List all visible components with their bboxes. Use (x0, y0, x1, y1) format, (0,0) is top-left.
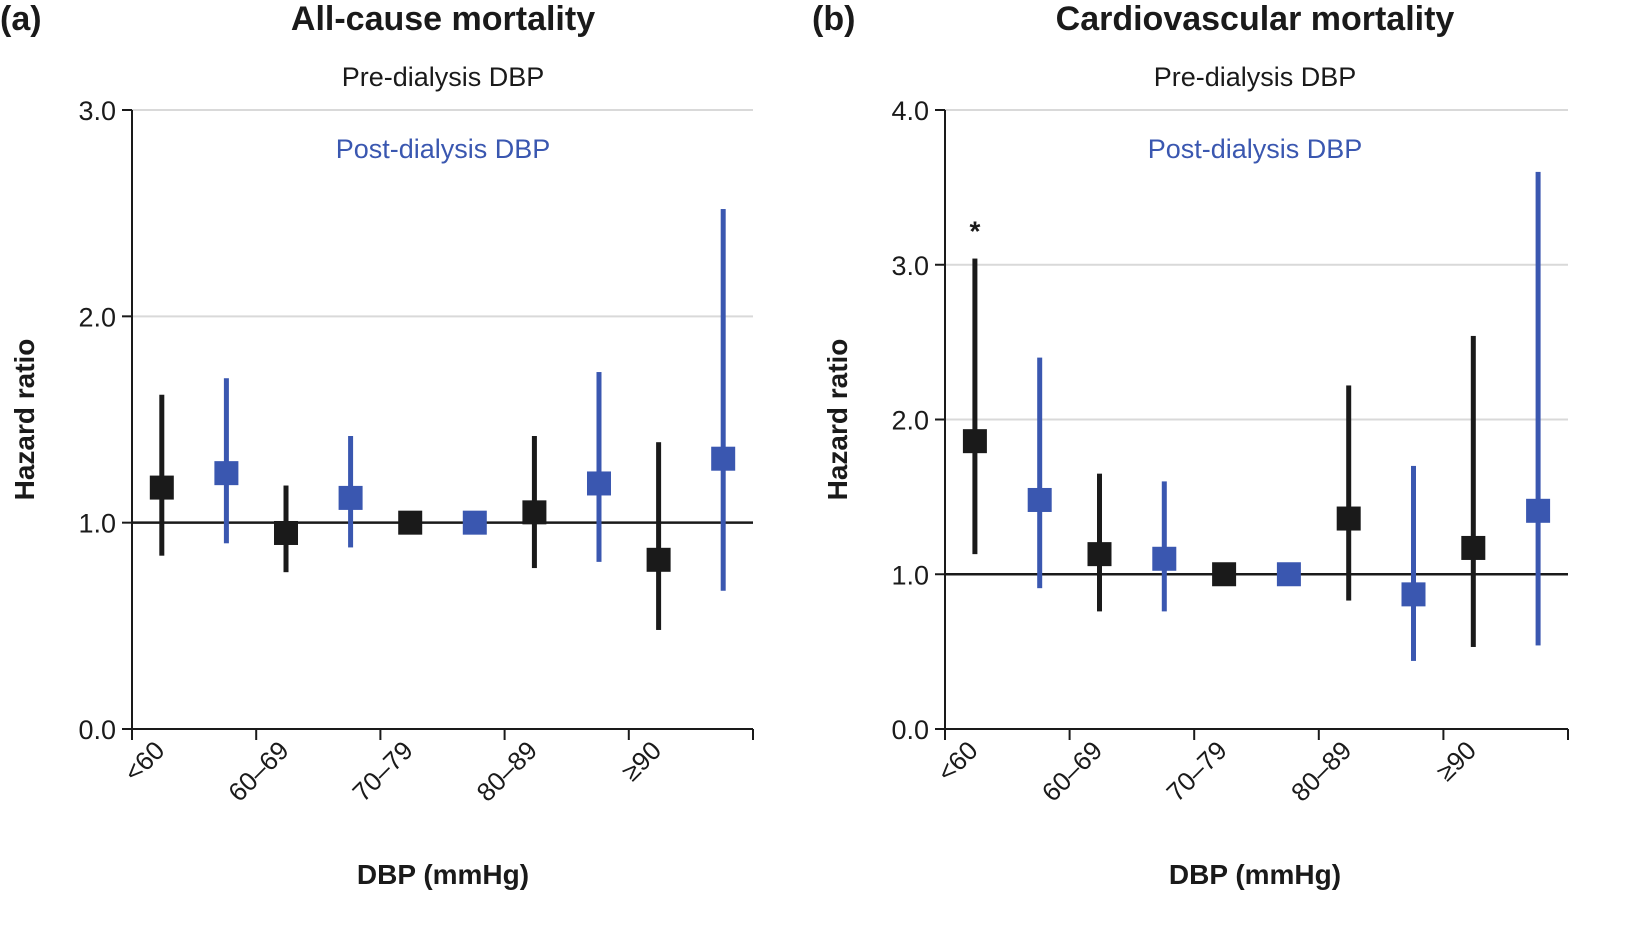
marker-post (214, 461, 239, 486)
legend-pre-dialysis: Pre-dialysis DBP (342, 62, 545, 92)
marker-post (586, 471, 611, 496)
x-category-label: 70–79 (346, 735, 418, 807)
marker-post (1276, 562, 1301, 587)
y-tick-label: 4.0 (891, 96, 929, 126)
marker-post (1152, 546, 1177, 571)
legend-post-dialysis: Post-dialysis DBP (336, 134, 551, 164)
marker-post (1401, 582, 1426, 607)
marker-post (1027, 487, 1052, 512)
marker-pre (149, 475, 174, 500)
y-axis-title: Hazard ratio (822, 339, 853, 501)
error-bar-pre (972, 258, 978, 555)
panel-title: All-cause mortality (291, 0, 595, 38)
error-bar-post (1037, 357, 1043, 589)
x-category-label: 80–89 (1285, 735, 1357, 807)
panel-a: (a) All-cause mortality Pre-dialysis DBP Po… (0, 0, 754, 890)
marker-post (338, 485, 363, 510)
marker-pre (1461, 535, 1486, 560)
error-bar-pre (656, 442, 662, 630)
y-tick-label: 1.0 (891, 560, 929, 590)
panel-title: Cardiovascular mortality (1056, 0, 1455, 38)
y-tick-label: 2.0 (78, 302, 116, 332)
y-tick-label: 2.0 (891, 406, 929, 436)
marker-post (711, 446, 736, 471)
marker-pre (1087, 542, 1112, 567)
x-category-label: ≥90 (615, 735, 667, 787)
marker-pre (398, 510, 423, 535)
error-bar-post (720, 209, 726, 591)
marker-pre (962, 429, 987, 454)
panel-label: (b) (812, 0, 855, 38)
significance-asterisk: * (969, 216, 980, 247)
marker-pre (646, 547, 671, 572)
panel-label: (a) (0, 0, 42, 38)
y-tick-label: 1.0 (78, 509, 116, 539)
error-bar-post (596, 372, 602, 562)
x-category-label: ≥90 (1430, 735, 1482, 787)
error-bar-pre (1346, 385, 1352, 601)
x-category-label: <60 (118, 735, 170, 787)
marker-pre (274, 520, 299, 545)
error-bar-post (1535, 171, 1541, 646)
x-category-label: 60–69 (222, 735, 294, 807)
x-category-label: 70–79 (1160, 735, 1232, 807)
error-bar-pre (1470, 335, 1476, 647)
error-bar-pre (159, 394, 165, 556)
legend-pre-dialysis: Pre-dialysis DBP (1154, 62, 1357, 92)
y-axis-title: Hazard ratio (9, 339, 40, 501)
marker-post (462, 510, 487, 535)
panel-b: (b) Cardiovascular mortality Pre-dialysis … (812, 0, 1569, 890)
y-tick-label: 0.0 (891, 715, 929, 745)
x-axis-title: DBP (mmHg) (1169, 859, 1341, 890)
error-bar-post (1410, 465, 1416, 661)
error-bar-post (223, 378, 229, 544)
marker-pre (1212, 562, 1237, 587)
x-axis-title: DBP (mmHg) (357, 859, 529, 890)
error-bar-post (1161, 481, 1167, 612)
marker-post (1526, 498, 1551, 523)
x-category-label: 60–69 (1036, 735, 1108, 807)
y-tick-label: 3.0 (78, 96, 116, 126)
y-tick-label: 0.0 (78, 715, 116, 745)
marker-pre (522, 500, 547, 525)
x-category-label: 80–89 (471, 735, 543, 807)
legend-post-dialysis: Post-dialysis DBP (1148, 134, 1363, 164)
marker-pre (1336, 506, 1361, 531)
x-category-label: <60 (931, 735, 983, 787)
y-tick-label: 3.0 (891, 251, 929, 281)
